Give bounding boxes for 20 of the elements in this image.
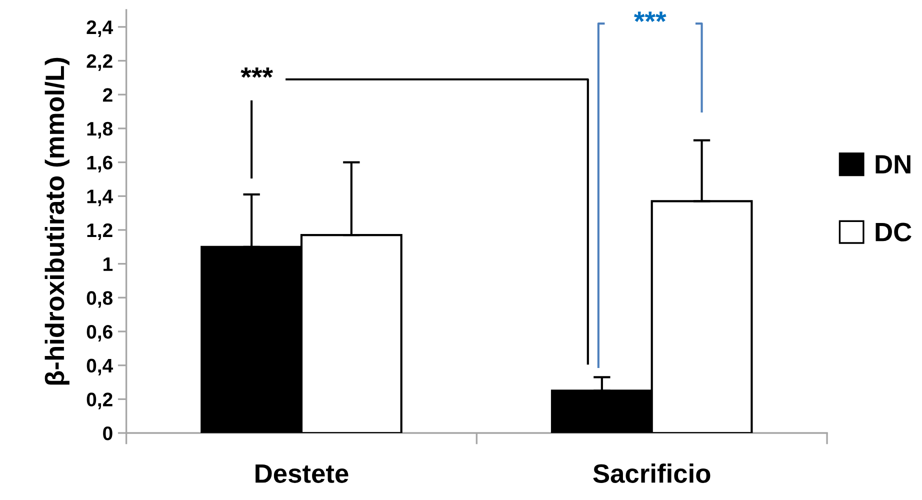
x-tick-label: Destete [256,464,348,483]
annotation: *** [634,12,666,22]
y-tick-label: 2 [102,88,112,102]
y-tick-label: 0 [103,426,112,440]
y-tick-label: 1,8 [87,122,113,138]
legend-label: DC [876,222,912,242]
annotation: *** [240,67,274,78]
y-axis-title: β-hidroxibutirato (mmol/L) [44,58,70,385]
y-tick-label: 1,6 [87,156,112,172]
y-tick-label: 0,2 [86,392,112,410]
y-tick-label: 1,4 [87,190,114,206]
y-tick-label: 0,6 [86,324,112,342]
x-tick-label: Sacrificio [593,464,710,483]
y-tick-label: 2,4 [86,20,114,37]
y-tick-label: 0,8 [86,291,113,308]
y-tick-label: 1,2 [87,223,112,240]
y-tick-label: 0,4 [86,358,114,376]
y-tick-label: 2,2 [86,54,112,71]
y-tick-label: 1 [104,257,113,271]
legend-label: DN [876,155,910,174]
